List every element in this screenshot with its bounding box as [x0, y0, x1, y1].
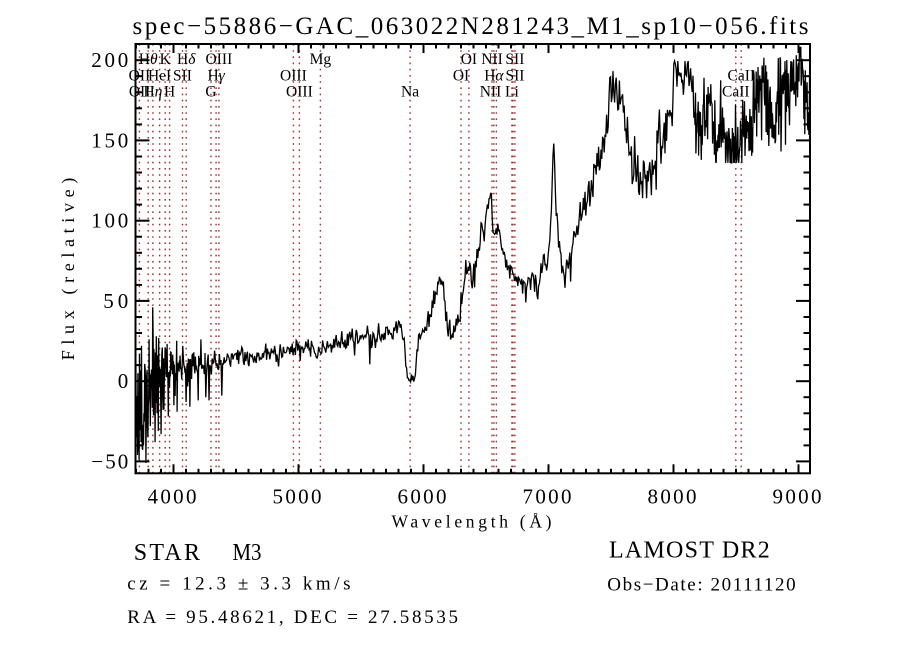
svg-text:OI: OI	[461, 51, 477, 68]
svg-text:NII: NII	[480, 84, 502, 101]
svg-text:CaII: CaII	[722, 84, 750, 101]
svg-text:K: K	[160, 51, 172, 68]
svg-text:OIII: OIII	[206, 51, 233, 68]
svg-text:200: 200	[91, 48, 128, 72]
svg-text:cz = 12.3 ± 3.3 km/s: cz = 12.3 ± 3.3 km/s	[127, 574, 350, 595]
svg-text:NII: NII	[481, 51, 503, 68]
svg-text:Mg: Mg	[310, 51, 332, 68]
svg-text:Na: Na	[401, 84, 419, 101]
svg-text:Hδ: Hδ	[177, 51, 196, 68]
svg-text:Hγ: Hγ	[207, 67, 225, 84]
svg-text:Hη: Hη	[143, 84, 162, 101]
svg-text:OIII: OIII	[280, 67, 307, 84]
svg-text:STAR: STAR	[134, 540, 200, 566]
svg-text:Obs−Date: 20111120: Obs−Date: 20111120	[607, 575, 795, 596]
svg-text:CaII: CaII	[728, 67, 756, 84]
svg-text:M3: M3	[233, 540, 262, 566]
svg-text:−50: −50	[91, 449, 128, 473]
svg-text:Flux (relative): Flux (relative)	[58, 178, 79, 361]
svg-text:100: 100	[91, 209, 128, 233]
svg-text:OIII: OIII	[286, 84, 313, 101]
svg-text:150: 150	[91, 128, 128, 152]
svg-text:HeI: HeI	[148, 67, 171, 84]
svg-text:SII: SII	[505, 51, 524, 68]
svg-text:Hα: Hα	[484, 67, 504, 84]
svg-text:SII: SII	[506, 67, 525, 84]
svg-text:SII: SII	[173, 67, 192, 84]
svg-text:H: H	[164, 84, 175, 101]
svg-text:OI: OI	[453, 67, 469, 84]
svg-text:spec−55886−GAC_063022N281243_M: spec−55886−GAC_063022N281243_M1_sp10−056…	[133, 13, 809, 40]
svg-text:Li: Li	[505, 84, 519, 101]
svg-text:0: 0	[118, 369, 129, 393]
svg-text:G: G	[205, 84, 216, 101]
svg-text:LAMOST DR2: LAMOST DR2	[609, 538, 770, 564]
